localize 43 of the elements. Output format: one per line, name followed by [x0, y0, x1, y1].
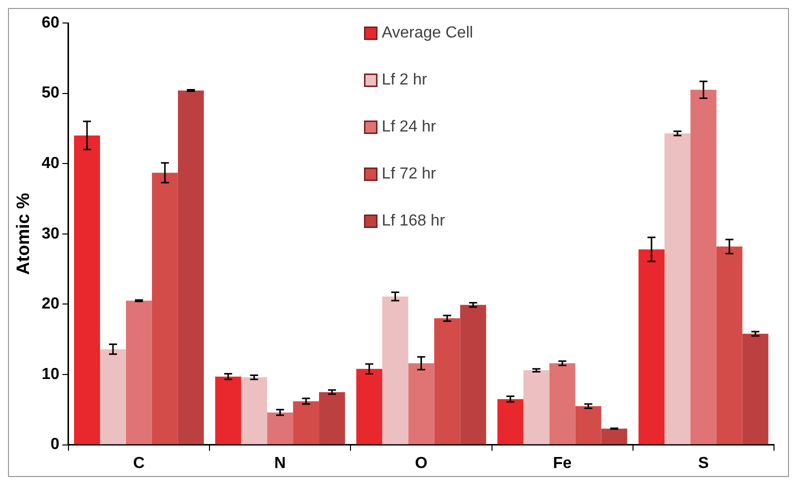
legend-label: Lf 24 hr — [382, 118, 437, 136]
bar — [74, 135, 100, 444]
bar — [664, 133, 690, 444]
bar — [497, 399, 524, 444]
bar — [549, 363, 576, 444]
bar — [241, 377, 268, 444]
legend-label: Lf 2 hr — [382, 72, 428, 89]
y-tick-label: 40 — [42, 155, 60, 172]
legend-label: Average Cell — [382, 24, 474, 42]
y-tick-label: 60 — [42, 14, 60, 32]
bar — [434, 318, 460, 444]
legend-label: Lf 72 hr — [382, 166, 437, 183]
x-tick-label: C — [133, 454, 146, 472]
bar — [742, 334, 768, 444]
bar — [716, 246, 742, 444]
bar — [267, 412, 294, 444]
legend-label: Lf 168 hr — [382, 212, 446, 230]
y-tick-label: 0 — [50, 436, 60, 454]
bar — [293, 401, 320, 444]
bar — [523, 370, 550, 444]
bar — [215, 376, 242, 444]
bar — [382, 296, 408, 444]
bar — [319, 392, 345, 444]
x-tick-label: O — [414, 454, 428, 472]
bar — [126, 300, 152, 444]
y-tick-label: 10 — [42, 366, 60, 383]
x-tick-label: N — [274, 454, 286, 472]
x-tick-label: Fe — [552, 454, 572, 472]
bar — [601, 428, 628, 444]
bar — [178, 90, 204, 444]
bar — [356, 368, 382, 444]
y-tick-label: 30 — [42, 225, 60, 242]
bar — [575, 406, 602, 444]
bar — [100, 349, 126, 444]
bar — [690, 90, 716, 444]
bar — [408, 363, 434, 444]
x-tick-label: S — [698, 454, 710, 472]
y-axis-title: Atomic % — [12, 192, 33, 275]
bar — [152, 172, 178, 444]
y-tick-label: 20 — [42, 296, 60, 313]
y-tick-label: 50 — [42, 84, 60, 102]
bar — [638, 249, 664, 444]
bar — [460, 304, 486, 444]
